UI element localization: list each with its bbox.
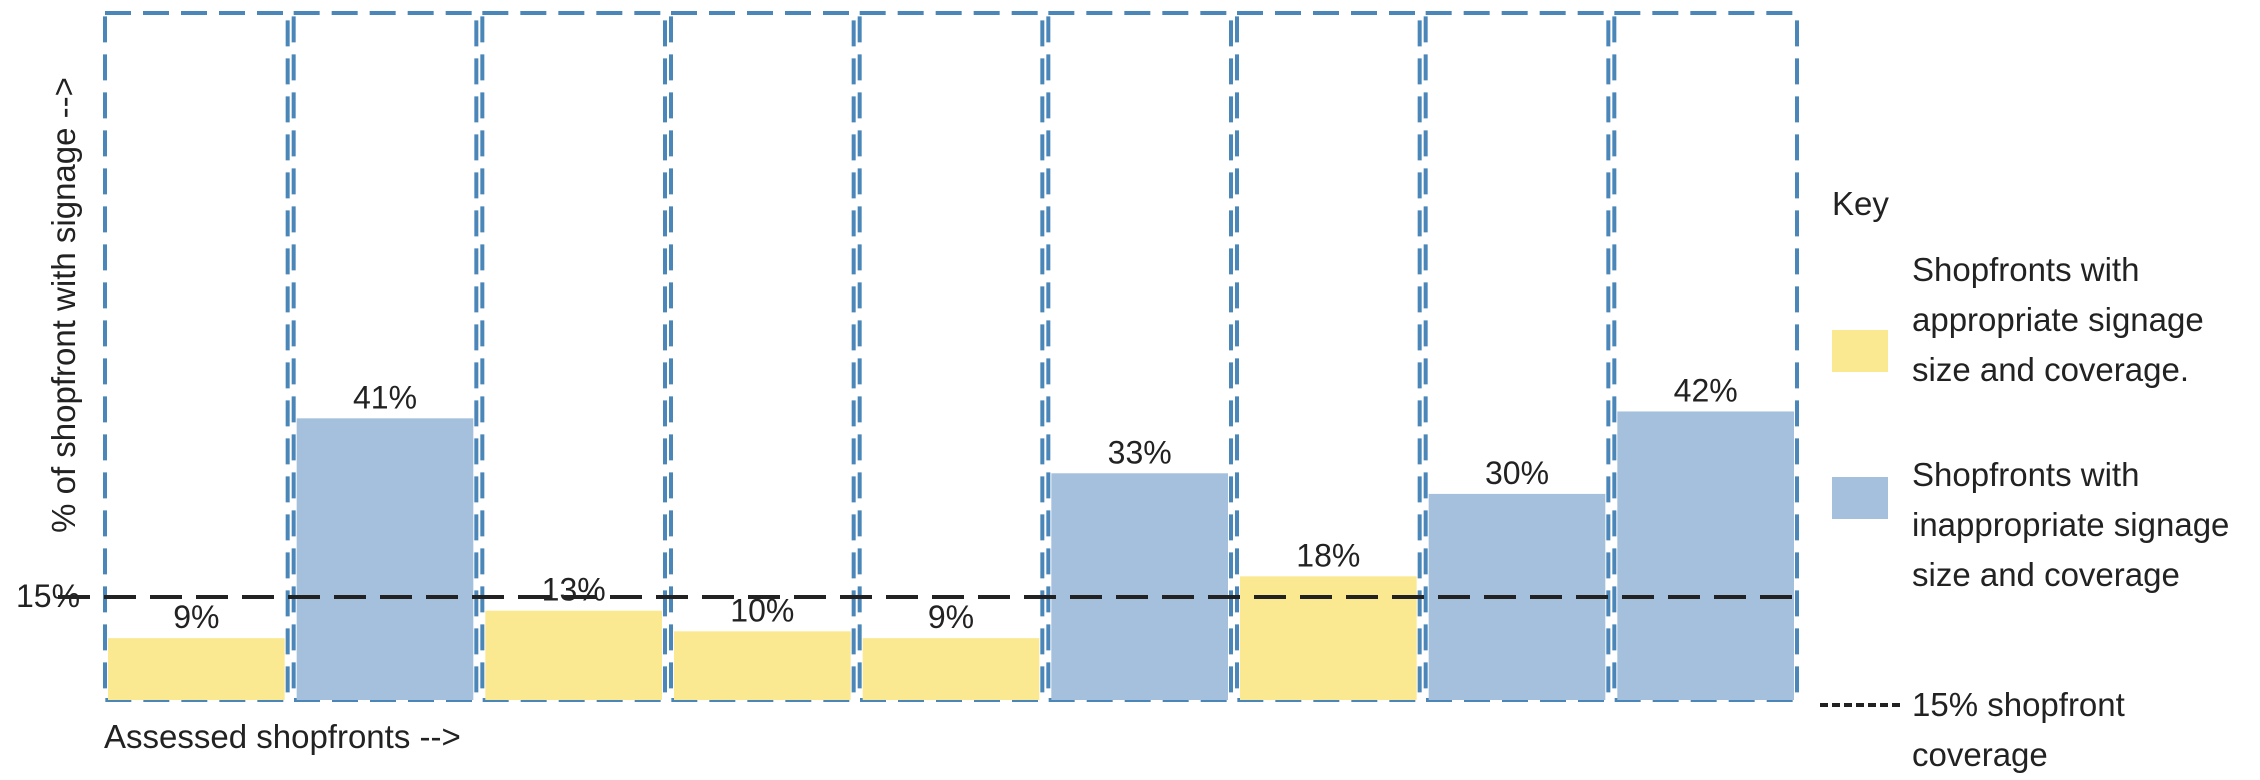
legend-label-threshold: 15% shopfront coverage [1912, 686, 2125, 773]
bar-value-label-1: 9% [173, 599, 219, 635]
bar-value-label-3: 13% [542, 572, 606, 608]
bar-1 [108, 638, 285, 700]
bar-7 [1240, 576, 1417, 700]
bar-value-label-9: 42% [1674, 372, 1738, 408]
bar-6 [1051, 473, 1228, 700]
legend-dash-threshold [1820, 703, 1900, 707]
bar-2 [296, 418, 474, 700]
bars [108, 411, 1794, 700]
bar-value-label-6: 33% [1108, 434, 1172, 470]
legend-swatch-inappropriate [1832, 477, 1888, 519]
legend-swatch-appropriate [1832, 330, 1888, 372]
bar-value-label-5: 9% [928, 599, 974, 635]
bar-value-label-8: 30% [1485, 455, 1549, 491]
legend-label-inappropriate: Shopfronts with inappropriate signage si… [1912, 456, 2230, 593]
legend-label-appropriate: Shopfronts with appropriate signage size… [1912, 251, 2204, 388]
bar-9 [1617, 411, 1794, 700]
x-axis-label: Assessed shopfronts --> [104, 718, 461, 755]
bar-3 [485, 610, 662, 700]
bar-value-label-2: 41% [353, 379, 417, 415]
y-axis-label: % of shopfront with signage --> [45, 77, 82, 533]
threshold-label: 15% [16, 578, 80, 614]
legend-title: Key [1832, 185, 1889, 222]
bar-value-label-4: 10% [730, 592, 794, 628]
bar-5 [862, 638, 1040, 700]
value-labels: 9% 41% 13% 10% 9% 33% 18% 30% 42% [173, 372, 1737, 635]
bar-value-label-7: 18% [1296, 537, 1360, 573]
bar-4 [674, 631, 851, 700]
